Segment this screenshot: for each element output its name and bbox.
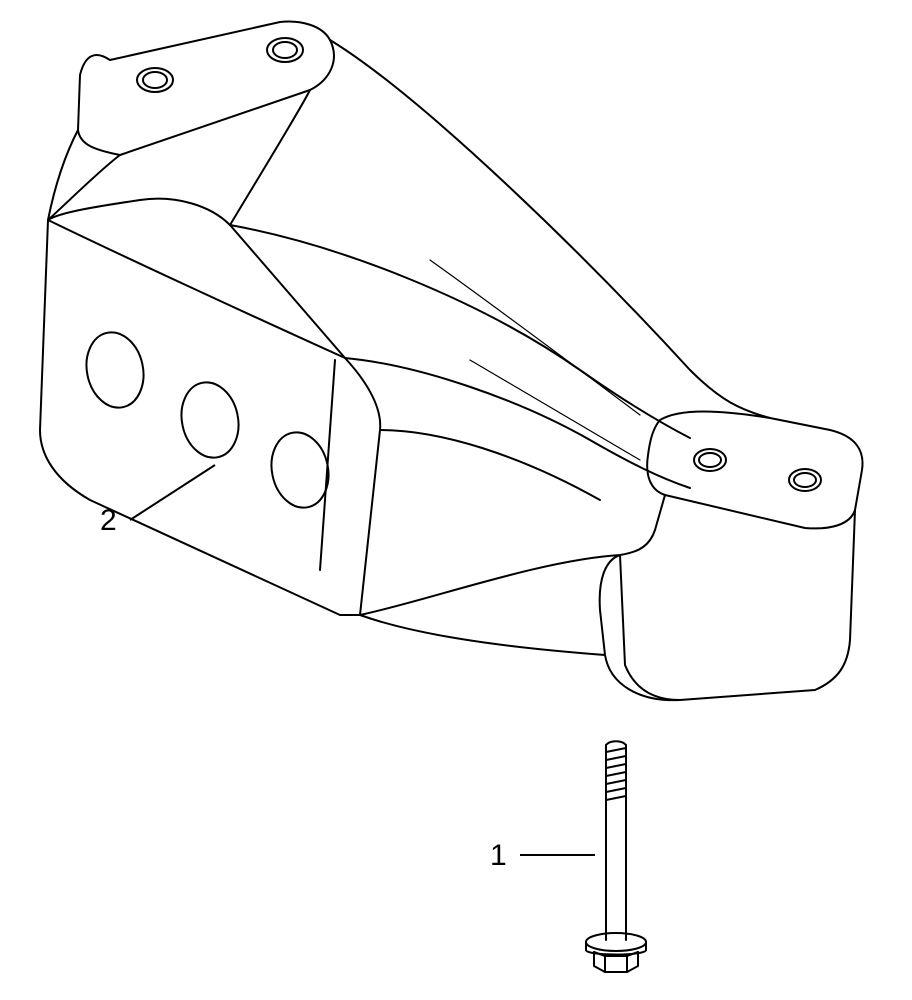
bracket-right-leg-front-edge: [600, 555, 680, 700]
bolt-shank: [606, 800, 626, 940]
callout-2: 2: [100, 465, 215, 537]
callout-1: 1: [490, 839, 595, 872]
callout-2-text: 2: [100, 504, 117, 537]
bracket-right-ear-top: [647, 412, 862, 529]
bracket-web-inner-2: [470, 360, 640, 460]
front-hole-2: [175, 377, 246, 463]
bracket-web-waist-a: [380, 430, 600, 500]
bolt-thread: [606, 741, 626, 800]
front-hole-1: [80, 327, 151, 413]
bracket-left-ear-top: [78, 22, 334, 155]
bolt-part: [586, 741, 646, 972]
bracket-top-web-back: [330, 40, 770, 418]
bracket-bottom-web: [360, 615, 605, 655]
bracket-left-shoulder-front: [48, 155, 120, 220]
bracket-top-web-front-upper: [230, 225, 690, 438]
right-ear-hole-2-inner: [794, 473, 816, 487]
bracket-front-plate-outline: [40, 199, 380, 615]
bracket-top-web-front-lower: [345, 358, 690, 488]
technical-drawing: 2 1: [0, 0, 912, 1000]
bracket-left-shoulder-back: [230, 90, 310, 225]
callout-1-text: 1: [490, 839, 507, 872]
bolt-flange-top: [586, 933, 646, 951]
callout-2-line: [130, 465, 215, 520]
bracket-right-leg-inner: [620, 495, 665, 555]
bracket-web-waist-b: [360, 555, 620, 615]
bracket-part: [40, 22, 863, 701]
bracket-right-leg-outer: [620, 510, 855, 700]
right-ear-hole-1-inner: [699, 453, 721, 467]
left-ear-hole-2-inner: [273, 42, 297, 58]
left-ear-hole-1-inner: [143, 72, 167, 88]
